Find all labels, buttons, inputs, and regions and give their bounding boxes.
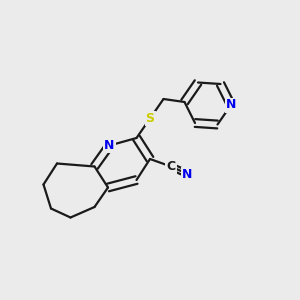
Text: N: N — [226, 98, 236, 112]
Text: C: C — [167, 160, 176, 173]
Text: S: S — [146, 112, 154, 125]
Text: N: N — [104, 139, 115, 152]
Text: N: N — [182, 167, 193, 181]
